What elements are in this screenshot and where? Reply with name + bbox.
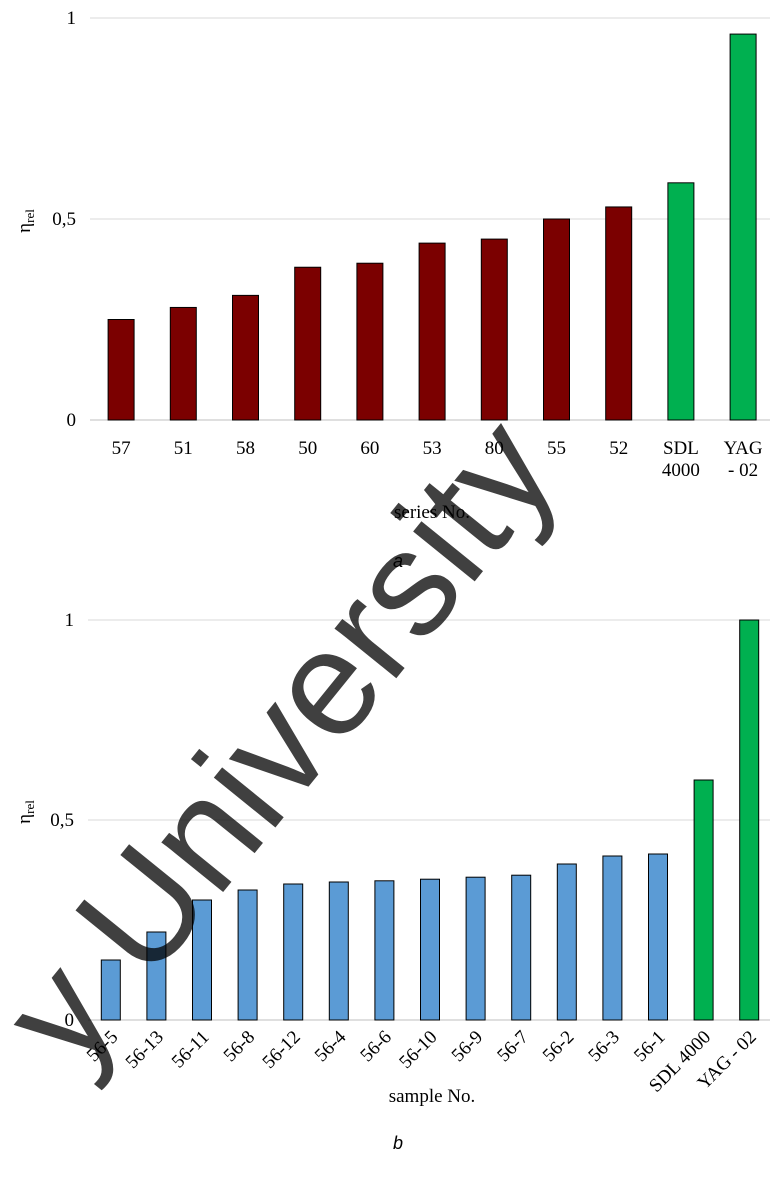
x-tick-label: 56-9 (448, 1027, 487, 1066)
bar (465, 876, 486, 1021)
x-tick-label: 56-3 (584, 1027, 623, 1066)
y-tick-label: 0,5 (52, 209, 76, 230)
bar (605, 206, 633, 421)
x-tick-label: 57 (112, 438, 131, 459)
bar (169, 306, 197, 421)
x-tick-label: 53 (423, 438, 442, 459)
bar (729, 33, 757, 421)
x-tick-label: 55 (547, 438, 566, 459)
bar (100, 959, 121, 1021)
bar (648, 853, 668, 1021)
bar (374, 880, 395, 1021)
y-tick-label: 1 (65, 610, 75, 631)
x-tick-label: 58 (236, 438, 255, 459)
y-axis-title: ηrel (14, 800, 37, 824)
x-tick-label: 4000 (662, 460, 700, 481)
x-tick-label: YAG (724, 438, 763, 459)
bar (739, 619, 760, 1021)
bar (511, 874, 532, 1021)
x-tick-label: 56-1 (630, 1027, 669, 1066)
bar (480, 238, 508, 421)
bar (667, 182, 695, 421)
x-tick-label: 56-8 (220, 1027, 259, 1066)
x-axis-title: series No. (394, 502, 470, 523)
x-tick-label: 51 (174, 438, 193, 459)
x-tick-label: 56-4 (311, 1026, 351, 1066)
bar (556, 863, 577, 1021)
bar (192, 899, 212, 1021)
x-axis-title: sample No. (389, 1086, 476, 1107)
bar (237, 889, 258, 1021)
bar (543, 218, 570, 421)
bar (283, 883, 304, 1021)
x-tick-label: 52 (609, 438, 628, 459)
bar (693, 779, 714, 1021)
x-tick-label: 80 (485, 438, 504, 459)
bar (146, 931, 167, 1021)
x-tick-label: 56-12 (259, 1027, 305, 1073)
bar (107, 319, 135, 421)
x-tick-label: 56-7 (493, 1027, 532, 1066)
panel-label: b (393, 1133, 403, 1153)
x-tick-label: 50 (298, 438, 317, 459)
x-tick-label: - 02 (728, 460, 758, 481)
y-tick-label: 1 (67, 8, 77, 29)
bar (356, 262, 384, 421)
x-tick-label: 60 (360, 438, 379, 459)
x-tick-label: 56-2 (539, 1027, 578, 1066)
bar (420, 878, 440, 1021)
bar (232, 294, 259, 421)
x-tick-label: 56-11 (168, 1027, 214, 1073)
bar (602, 855, 623, 1021)
bar (328, 881, 349, 1021)
x-tick-label: 56-6 (356, 1027, 395, 1066)
y-tick-label: 0 (67, 410, 77, 431)
bar (418, 242, 446, 421)
x-tick-label: 56-10 (395, 1027, 441, 1073)
x-tick-label: SDL (663, 438, 699, 459)
y-axis-title: ηrel (14, 209, 37, 233)
bar (294, 266, 322, 421)
y-tick-label: 0,5 (50, 810, 74, 831)
panel-label: a (393, 551, 403, 571)
y-tick-label: 0 (65, 1010, 75, 1031)
